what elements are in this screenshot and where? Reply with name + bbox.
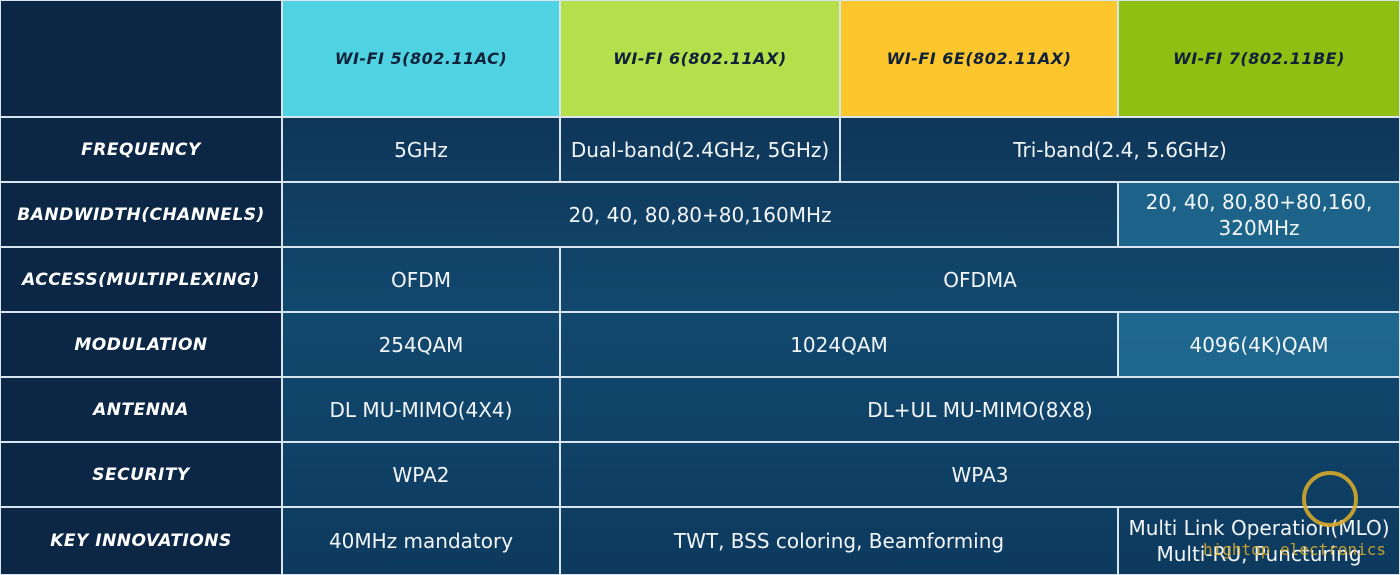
column-header: WI-FI 7(802.11BE) [1118, 0, 1400, 117]
row-label: MODULATION [0, 312, 282, 377]
table-cell: Tri-band(2.4, 5.6GHz) [840, 117, 1400, 182]
table-cell: 20, 40, 80,80+80,160MHz [282, 182, 1118, 247]
row-label: KEY INNOVATIONS [0, 507, 282, 575]
corner-cell [0, 0, 282, 117]
table-cell: TWT, BSS coloring, Beamforming [560, 507, 1118, 575]
table-cell: 5GHz [282, 117, 560, 182]
row-label: ACCESS(MULTIPLEXING) [0, 247, 282, 312]
table-cell: 254QAM [282, 312, 560, 377]
table-cell: DL MU-MIMO(4X4) [282, 377, 560, 442]
table-cell: 1024QAM [560, 312, 1118, 377]
row-label: FREQUENCY [0, 117, 282, 182]
table-cell: OFDM [282, 247, 560, 312]
table-cell: WPA2 [282, 442, 560, 507]
column-header: WI-FI 5(802.11AC) [282, 0, 560, 117]
row-label: ANTENNA [0, 377, 282, 442]
row-label: SECURITY [0, 442, 282, 507]
table-cell: Dual-band(2.4GHz, 5GHz) [560, 117, 840, 182]
table-cell: 4096(4K)QAM [1118, 312, 1400, 377]
watermark-logo [1302, 471, 1358, 527]
table-cell: WPA3 [560, 442, 1400, 507]
row-label: BANDWIDTH(CHANNELS) [0, 182, 282, 247]
table-cell: 40MHz mandatory [282, 507, 560, 575]
table-cell: Multi Link Operation(MLO) Multi-RU, Punc… [1118, 507, 1400, 575]
column-header: WI-FI 6(802.11AX) [560, 0, 840, 117]
table-cell: 20, 40, 80,80+80,160, 320MHz [1118, 182, 1400, 247]
watermark: hightop electronics [1202, 540, 1386, 559]
column-header: WI-FI 6E(802.11AX) [840, 0, 1118, 117]
table-cell: DL+UL MU-MIMO(8X8) [560, 377, 1400, 442]
table-cell: OFDMA [560, 247, 1400, 312]
